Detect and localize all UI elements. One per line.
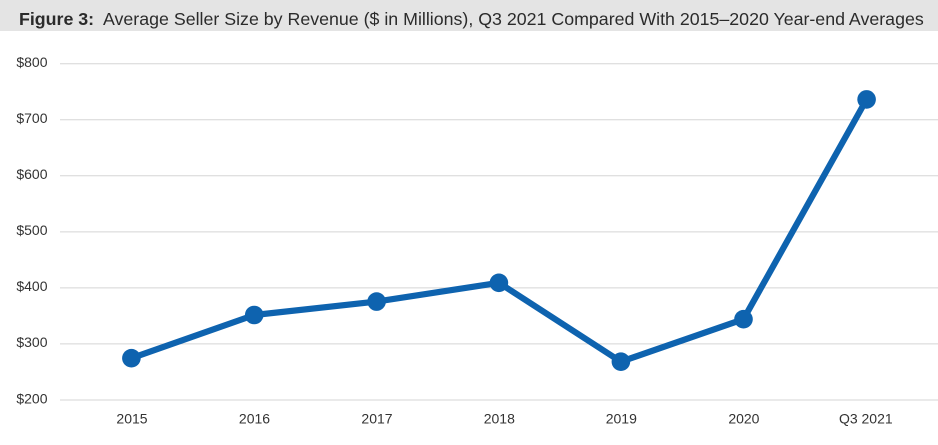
- svg-text:2016: 2016: [239, 411, 270, 427]
- svg-text:$200: $200: [16, 390, 47, 406]
- svg-text:$400: $400: [16, 278, 47, 294]
- svg-text:$800: $800: [16, 54, 47, 70]
- svg-text:2017: 2017: [361, 411, 392, 427]
- svg-text:$600: $600: [16, 166, 47, 182]
- svg-text:Q3 2021: Q3 2021: [839, 411, 893, 427]
- svg-text:2018: 2018: [484, 411, 515, 427]
- svg-text:$500: $500: [16, 222, 47, 238]
- svg-text:2019: 2019: [606, 411, 637, 427]
- svg-text:$300: $300: [16, 334, 47, 350]
- svg-text:2015: 2015: [116, 411, 147, 427]
- svg-text:$700: $700: [16, 110, 47, 126]
- svg-text:2020: 2020: [728, 411, 759, 427]
